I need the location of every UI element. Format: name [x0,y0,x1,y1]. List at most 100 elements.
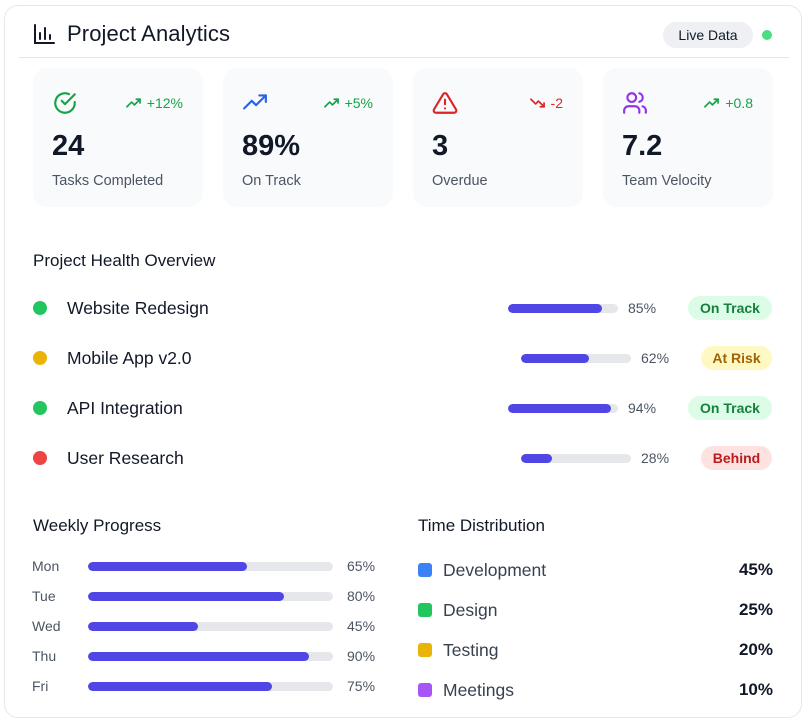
time-row: Meetings 10% [415,679,775,703]
legend-swatch [418,683,432,697]
project-name: API Integration [67,398,183,418]
progress-percent: 75% [347,678,376,694]
progress-fill [88,652,309,661]
trending-up-icon [243,94,267,110]
stat-label: On Track [242,173,301,189]
progress-percent: 90% [347,648,376,664]
time-category: Testing [443,640,499,660]
status-badge: On Track [688,396,772,420]
stat-value: 3 [432,130,449,162]
status-badge: Behind [701,446,772,470]
progress-bar [508,304,618,313]
day-label: Mon [32,558,60,574]
trend-down-icon [529,98,545,108]
project-row[interactable]: User Research 28% Behind [5,443,801,473]
time-percent: 25% [738,600,773,619]
legend-swatch [418,563,432,577]
progress-fill [88,682,272,691]
project-name: Website Redesign [67,298,209,318]
section-title-time: Time Distribution [418,516,545,535]
legend-swatch [418,603,432,617]
progress-bar [521,354,631,363]
stat-delta: +0.8 [704,95,753,111]
users-icon [623,92,647,114]
status-badge: At Risk [701,346,772,370]
status-dot [33,401,47,415]
stat-delta: -2 [529,95,563,111]
trend-up-icon [125,98,141,108]
day-label: Thu [32,648,57,664]
stat-card-overdue: -2 3 Overdue [413,68,583,207]
project-row[interactable]: Website Redesign 85% On Track [5,293,801,323]
project-row[interactable]: API Integration 94% On Track [5,393,801,423]
time-category: Design [443,600,498,620]
time-category: Meetings [443,680,515,700]
status-dot [33,351,47,365]
progress-fill [508,304,602,313]
page-title: Project Analytics [67,21,231,46]
progress-percent: 65% [347,558,376,574]
project-name: User Research [67,448,184,468]
stat-delta: +5% [323,95,373,111]
trend-up-icon [323,98,339,108]
progress-fill [88,562,248,571]
time-row: Testing 20% [415,639,775,663]
status-dot [33,451,47,465]
weekly-row: Thu 90% [5,647,405,667]
stat-delta: +12% [125,95,183,111]
progress-bar [521,454,631,463]
progress-bar [88,562,333,571]
analytics-card: Project Analytics Live Data +12% 24 Task… [4,5,802,718]
weekly-row: Fri 75% [5,677,405,697]
weekly-row: Tue 80% [5,587,405,607]
card-header: Project Analytics Live Data [19,6,789,58]
stat-label: Team Velocity [622,173,712,189]
progress-fill [521,354,590,363]
progress-percent: 62% [641,350,670,366]
stat-value: 7.2 [622,130,663,162]
stat-card-team-velocity: +0.8 7.2 Team Velocity [603,68,773,207]
time-percent: 20% [738,640,773,659]
progress-bar [88,592,333,601]
weekly-row: Mon 65% [5,557,405,577]
alert-triangle-icon [432,92,458,114]
progress-fill [521,454,552,463]
day-label: Tue [32,588,56,604]
stat-value: 24 [52,130,85,162]
day-label: Fri [32,678,49,694]
time-category: Development [443,560,547,580]
time-percent: 45% [738,560,773,579]
time-percent: 10% [738,680,773,699]
day-label: Wed [32,618,61,634]
legend-swatch [418,643,432,657]
weekly-row: Wed 45% [5,617,405,637]
project-row[interactable]: Mobile App v2.0 62% At Risk [5,343,801,373]
progress-percent: 94% [628,400,657,416]
progress-bar [508,404,618,413]
progress-percent: 45% [347,618,376,634]
check-circle-icon [54,92,76,114]
time-row: Development 45% [415,559,775,583]
status-badge: On Track [688,296,772,320]
section-title-weekly: Weekly Progress [33,516,162,535]
section-title-health: Project Health Overview [33,251,216,270]
progress-bar [88,682,333,691]
progress-percent: 85% [628,300,657,316]
progress-bar [88,622,333,631]
progress-percent: 80% [347,588,376,604]
stat-label: Overdue [432,173,488,189]
trend-up-icon [704,98,720,108]
bar-chart-icon [34,24,55,44]
live-status-dot [762,30,772,40]
stat-label: Tasks Completed [52,173,164,189]
progress-percent: 28% [641,450,670,466]
progress-fill [508,404,612,413]
project-name: Mobile App v2.0 [67,348,192,368]
status-dot [33,301,47,315]
stat-card-on-track: +5% 89% On Track [223,68,393,207]
progress-fill [88,592,284,601]
progress-bar [88,652,333,661]
stat-value: 89% [242,130,301,162]
live-data-badge: Live Data [663,22,753,48]
stat-card-tasks-completed: +12% 24 Tasks Completed [33,68,203,207]
